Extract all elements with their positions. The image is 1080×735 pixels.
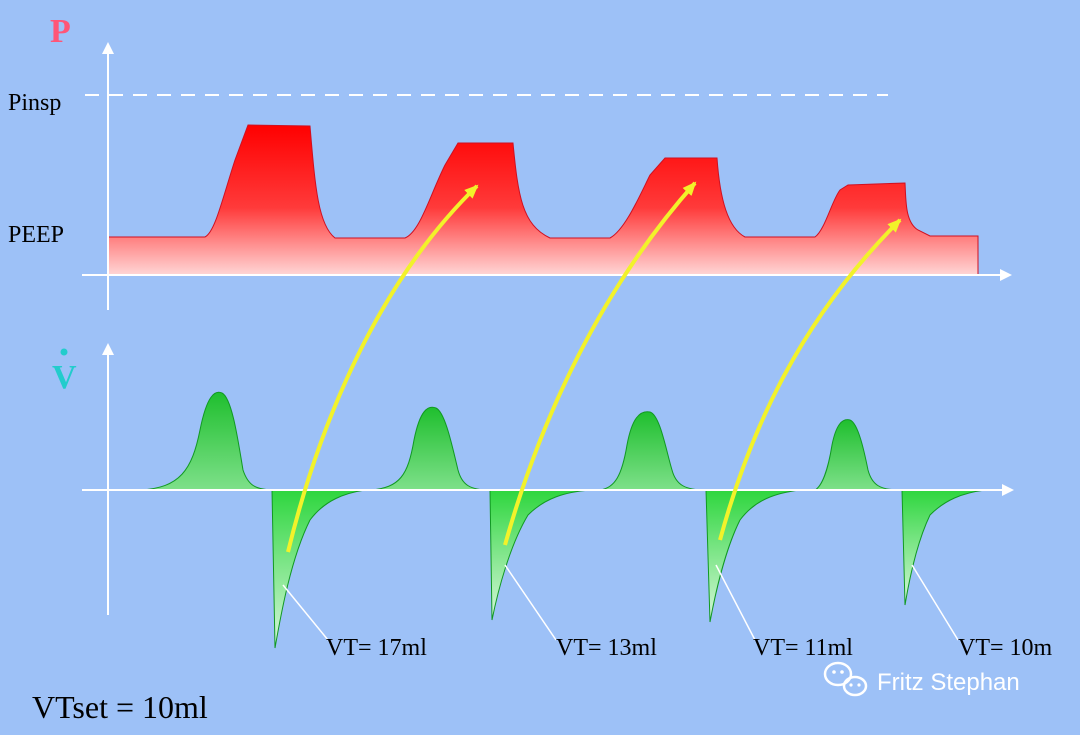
volume-effect-arrow-3 xyxy=(718,218,902,541)
peep-label: PEEP xyxy=(8,222,64,248)
flow-expiratory-spike-1 xyxy=(271,489,366,649)
vt-leader-line-2 xyxy=(504,564,557,641)
flow-inspiratory-peak-2 xyxy=(369,406,491,491)
vt-label-4: VT= 10m xyxy=(958,635,1053,661)
flow-axis-label: V xyxy=(52,359,77,396)
vt-label-3: VT= 11ml xyxy=(753,635,853,661)
vt-label-1: VT= 17ml xyxy=(326,635,427,661)
vt-label-2: VT= 13ml xyxy=(556,635,657,661)
flow-inspiratory-peak-1 xyxy=(139,391,276,491)
volume-effect-arrow-2 xyxy=(503,181,697,546)
volume-effect-arrow-1 xyxy=(286,184,479,553)
flow-expiratory-spike-4 xyxy=(901,489,986,606)
flow-expiratory-spike-2 xyxy=(489,489,591,621)
flow-expiratory-spike-3 xyxy=(705,489,801,623)
flow-inspiratory-peak-4 xyxy=(813,419,901,491)
vt-leader-line-4 xyxy=(911,564,959,641)
flow-inspiratory-peak-3 xyxy=(599,411,707,491)
flow-dot-mark xyxy=(60,348,68,356)
wechat-logo-icon xyxy=(823,661,868,697)
vt-leader-line-1 xyxy=(282,584,329,641)
pinsp-label: Pinsp xyxy=(8,90,61,116)
pressure-axis-label: P xyxy=(50,13,71,50)
pressure-waveform xyxy=(107,124,979,276)
vt-set-label: VTset = 10ml xyxy=(32,689,208,725)
vt-leader-line-3 xyxy=(715,564,756,641)
watermark-text: Fritz Stephan xyxy=(877,669,1020,696)
